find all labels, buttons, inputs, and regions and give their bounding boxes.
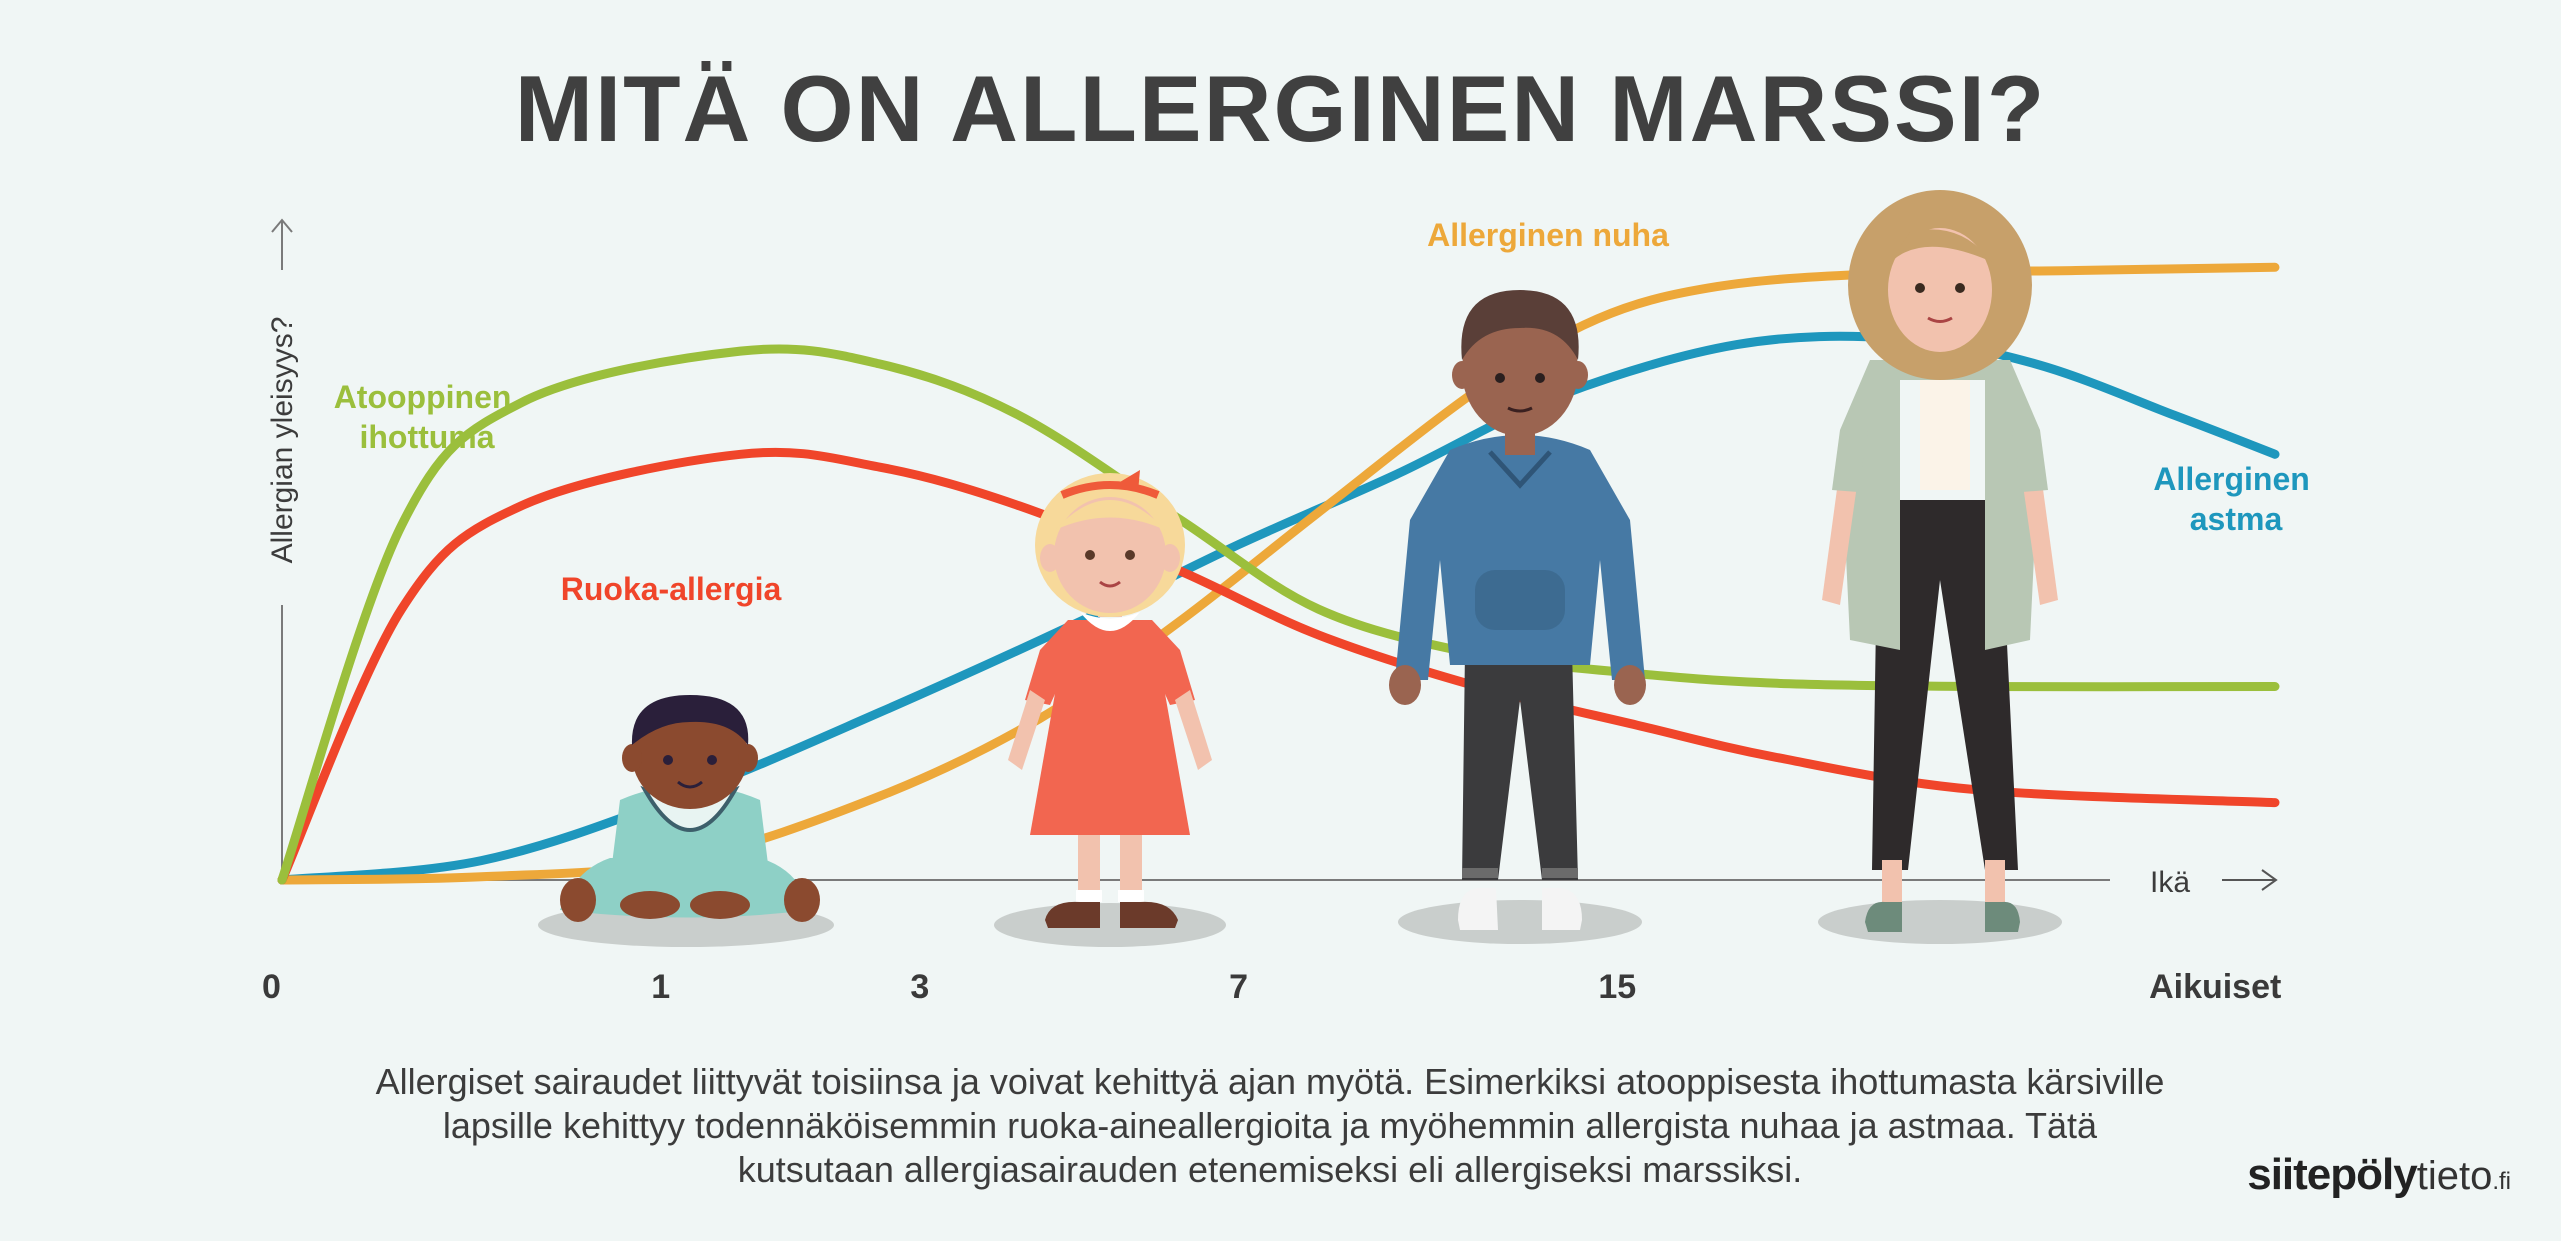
caption-line: lapsille kehittyy todennäköisemmin ruoka… xyxy=(442,1105,2098,1146)
logo-regular: tieto xyxy=(2416,1154,2493,1198)
allergic-march-chart: Allergian yleisyys? Ikä xyxy=(262,190,2318,1006)
logo-bold: siitepöly xyxy=(2247,1150,2417,1199)
label-asthma-line1: Allerginen xyxy=(2153,461,2309,497)
label-atopic: Atooppinen ihottuma xyxy=(334,379,521,455)
woman-figure xyxy=(1822,190,2058,932)
x-tick-label: Aikuiset xyxy=(2149,968,2281,1006)
siitepolytieto-logo[interactable]: siitepölytieto.fi xyxy=(2247,1150,2511,1200)
x-axis-arrow xyxy=(2261,869,2278,891)
caption: Allergiset sairaudet liittyvät toisiinsa… xyxy=(220,1060,2320,1192)
boy-shadow xyxy=(1398,900,1642,944)
label-atopic-line1: Atooppinen xyxy=(334,379,512,415)
x-tick-label: 7 xyxy=(1229,968,1248,1006)
label-atopic-line2: ihottuma xyxy=(359,419,494,455)
y-axis-arrow xyxy=(271,218,293,233)
y-axis-label: Allergian yleisyys? xyxy=(266,317,299,564)
girl-figure xyxy=(1008,470,1212,928)
x-tick-label: 1 xyxy=(651,968,670,1006)
caption-line: Allergiset sairaudet liittyvät toisiinsa… xyxy=(375,1061,2165,1102)
caption-line: kutsutaan allergiasairauden etenemiseksi… xyxy=(737,1149,1803,1190)
baby-figure xyxy=(560,695,820,922)
label-food-line1: Ruoka-allergia xyxy=(561,571,782,607)
x-axis-label: Ikä xyxy=(2150,866,2190,899)
logo-suffix: .fi xyxy=(2492,1168,2511,1195)
label-rhinitis-line1: Allerginen nuha xyxy=(1427,217,1669,253)
girl-shadow xyxy=(994,903,1226,947)
label-asthma-line2: astma xyxy=(2190,501,2283,537)
boy-figure xyxy=(1389,290,1646,930)
label-asthma: Allerginen astma xyxy=(2153,461,2318,537)
x-tick-label: 3 xyxy=(910,968,929,1006)
label-food: Ruoka-allergia xyxy=(561,571,782,607)
woman-shadow xyxy=(1818,900,2062,944)
page-title: MITÄ ON ALLERGINEN MARSSI? xyxy=(514,56,2047,161)
x-tick-label: 0 xyxy=(262,968,281,1006)
x-tick-label: 15 xyxy=(1598,968,1636,1006)
x-tick-layer: 0 1 3 7 15 Aikuiset xyxy=(262,968,2281,1006)
label-rhinitis: Allerginen nuha xyxy=(1427,217,1669,253)
